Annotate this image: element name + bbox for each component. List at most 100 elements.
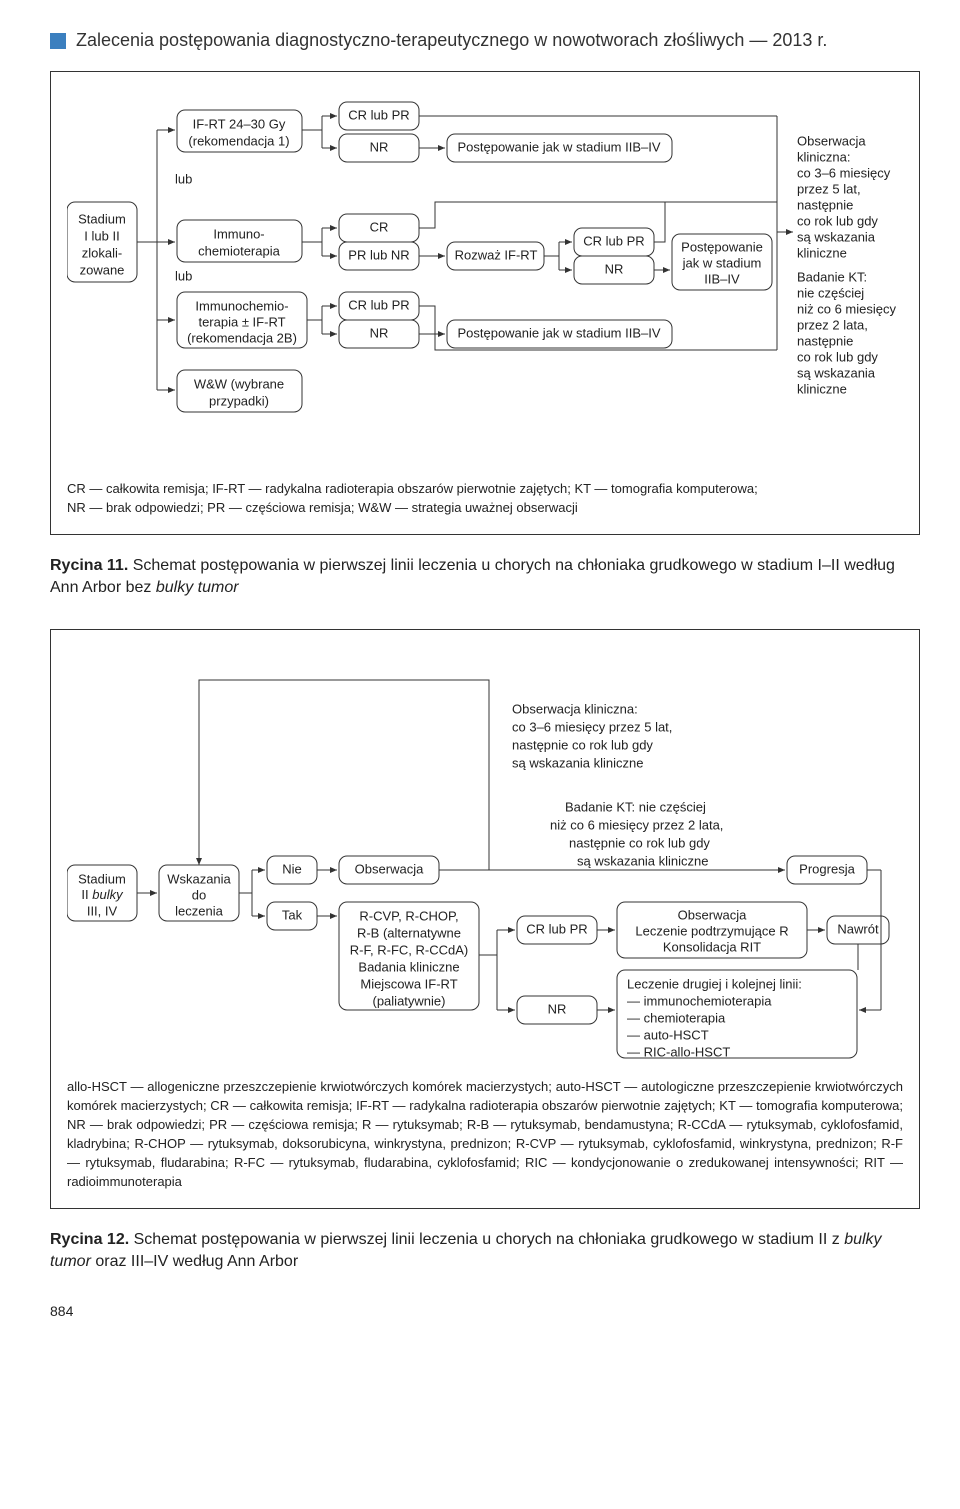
fig2-tb1: następnie co rok lub gdy (512, 738, 653, 753)
fig2-tb2: Badanie KT: nie częściej (565, 800, 706, 815)
page: Zalecenia postępowania diagnostyczno-ter… (0, 0, 960, 1359)
fig2-nawrot: Nawrót (837, 922, 879, 937)
caption-italic: bulky tumor (156, 579, 239, 596)
fig1-stadium-line: Stadium (78, 211, 126, 226)
fig2-tb1: co 3–6 miesięcy przez 5 lat, (512, 720, 672, 735)
fig1-kt: kliniczne (797, 381, 847, 396)
fig2-progresja: Progresja (799, 862, 855, 877)
fig2-l2: — immunochemioterapia (627, 994, 772, 1009)
caption-text: Schemat postępowania w pierwszej linii l… (129, 1231, 844, 1248)
fig2-wsk: Wskazania (167, 872, 231, 887)
fig1-post2-a: Postępowanie (681, 239, 763, 254)
fig2-tb2: niż co 6 miesięcy przez 2 lata, (550, 818, 723, 833)
fig1-post3: Postępowanie jak w stadium IIB–IV (457, 325, 660, 340)
fig1-nr3: NR (605, 261, 624, 276)
figure-12-svg: Stadium II bulky III, IV Wskazania do le… (67, 650, 897, 1060)
fig2-l2: — RIC-allo-HSCT (627, 1045, 730, 1060)
header-row: Zalecenia postępowania diagnostyczno-ter… (50, 30, 920, 51)
fig2-tak: Tak (282, 908, 303, 923)
fig1-obs: kliniczne (797, 245, 847, 260)
page-number: 884 (50, 1303, 920, 1319)
fig2-obs: Obserwacja (355, 862, 424, 877)
fig2-l2: — auto-HSCT (627, 1028, 709, 1043)
fig1-lub2: lub (175, 268, 192, 283)
fig2-obs2: Obserwacja (678, 908, 747, 923)
fig2-rx: (paliatywnie) (373, 994, 446, 1009)
fig1-obs: Obserwacja (797, 133, 866, 148)
fig2-legend: allo-HSCT — allogeniczne przeszczepienie… (67, 1078, 903, 1191)
fig2-wsk: leczenia (175, 904, 223, 919)
fig1-ww-b: przypadki) (209, 393, 269, 408)
fig1-kt: co rok lub gdy (797, 349, 878, 364)
page-title: Zalecenia postępowania diagnostyczno-ter… (76, 30, 827, 51)
fig1-kt: Badanie KT: (797, 269, 867, 284)
fig2-nie: Nie (282, 862, 302, 877)
fig2-l2: — chemioterapia (627, 1011, 726, 1026)
fig2-obs2: Konsolidacja RIT (663, 940, 761, 955)
fig2-tb1: są wskazania kliniczne (512, 756, 644, 771)
fig2-rx: R-CVP, R-CHOP, (359, 909, 458, 924)
fig1-ww-a: W&W (wybrane (194, 376, 284, 391)
fig2-stadium-b: II bulky (81, 888, 124, 903)
fig1-immunort-b: terapia ± IF-RT (198, 314, 285, 329)
fig1-stadium-line: zlokali- (82, 245, 122, 260)
fig1-obs: przez 5 lat, (797, 181, 861, 196)
fig1-cr: CR (370, 219, 389, 234)
fig1-immuno-a: Immuno- (213, 226, 264, 241)
fig1-kt: nie częściej (797, 285, 864, 300)
fig2-tb2: są wskazania kliniczne (577, 854, 709, 869)
fig2-tb2: następnie co rok lub gdy (569, 836, 710, 851)
fig1-post2-c: IIB–IV (704, 271, 740, 286)
fig1-prlubnr: PR lub NR (348, 247, 409, 262)
fig2-rx: R-B (alternatywne (357, 926, 461, 941)
caption-bold: Rycina 11. (50, 557, 128, 574)
fig1-stadium-line: zowane (80, 262, 125, 277)
fig1-lub1: lub (175, 171, 192, 186)
fig1-ifrt-b: (rekomendacja 1) (188, 133, 289, 148)
fig1-ifrt-a: IF-RT 24–30 Gy (193, 116, 286, 131)
fig1-obs: następnie (797, 197, 853, 212)
figure-12-box: Stadium II bulky III, IV Wskazania do le… (50, 629, 920, 1208)
fig1-obs: są wskazania (797, 229, 876, 244)
fig1-legend: CR — całkowita remisja; IF-RT — radykaln… (67, 480, 903, 518)
fig2-rx: R-F, R-FC, R-CCdA) (350, 943, 468, 958)
fig1-post1: Postępowanie jak w stadium IIB–IV (457, 139, 660, 154)
fig1-crlubpr3: CR lub PR (583, 233, 644, 248)
fig1-post2-b: jak w stadium (682, 255, 762, 270)
fig1-obs: co 3–6 miesięcy (797, 165, 891, 180)
fig2-obs2: Leczenie podtrzymujące R (635, 924, 788, 939)
fig1-kt: następnie (797, 333, 853, 348)
fig1-stadium-line: I lub II (84, 228, 119, 243)
accent-square (50, 33, 66, 49)
figure-12-caption: Rycina 12. Schemat postępowania w pierws… (50, 1229, 920, 1274)
fig1-kt: są wskazania (797, 365, 876, 380)
fig1-nr1: NR (370, 139, 389, 154)
fig1-nr2: NR (370, 325, 389, 340)
caption-bold: Rycina 12. (50, 1231, 129, 1248)
fig2-tb1: Obserwacja kliniczna: (512, 702, 638, 717)
fig1-crlubpr1: CR lub PR (348, 107, 409, 122)
figure-11-box: Stadium I lub II zlokali- zowane IF-RT 2… (50, 71, 920, 535)
figure-11-svg: Stadium I lub II zlokali- zowane IF-RT 2… (67, 92, 897, 462)
fig1-kt: niż co 6 miesięcy (797, 301, 896, 316)
fig2-wsk: do (192, 888, 206, 903)
fig1-obs: co rok lub gdy (797, 213, 878, 228)
fig1-rozwaz: Rozważ IF-RT (455, 247, 538, 262)
fig2-rx: Miejscowa IF-RT (360, 977, 457, 992)
fig1-obs: kliniczna: (797, 149, 850, 164)
caption-text: oraz III–IV według Ann Arbor (91, 1253, 298, 1270)
fig1-legend-line: NR — brak odpowiedzi; PR — częściowa rem… (67, 499, 903, 518)
fig1-immunort-c: (rekomendacja 2B) (187, 330, 297, 345)
fig2-l2: Leczenie drugiej i kolejnej linii: (627, 977, 802, 992)
fig2-crlubpr: CR lub PR (526, 922, 587, 937)
fig1-immuno-b: chemioterapia (198, 243, 280, 258)
fig2-stadium-c: III, IV (87, 904, 118, 919)
fig1-immunort-a: Immunochemio- (195, 298, 288, 313)
fig2-rx: Badania kliniczne (358, 960, 459, 975)
fig1-legend-line: CR — całkowita remisja; IF-RT — radykaln… (67, 480, 903, 499)
fig2-nr: NR (548, 1002, 567, 1017)
fig1-kt: przez 2 lata, (797, 317, 868, 332)
figure-11-caption: Rycina 11. Schemat postępowania w pierws… (50, 555, 920, 600)
fig1-crlubpr2: CR lub PR (348, 297, 409, 312)
fig2-stadium: Stadium (78, 872, 126, 887)
